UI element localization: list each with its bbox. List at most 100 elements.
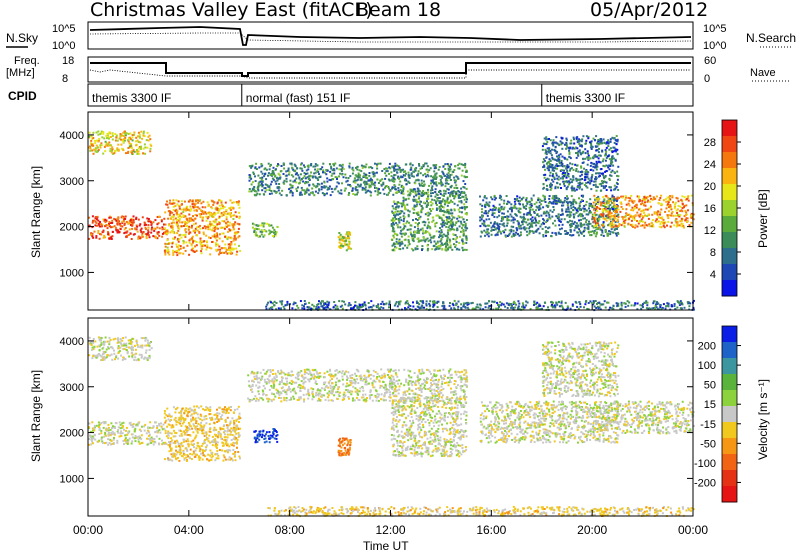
heatmap-cell (228, 213, 231, 216)
heatmap-cell (127, 132, 130, 135)
heatmap-cell (457, 190, 460, 192)
heatmap-cell (449, 179, 452, 181)
heatmap-cell (183, 215, 186, 218)
heatmap-cell (591, 173, 594, 176)
heatmap-cell (453, 299, 456, 302)
heatmap-cell (200, 209, 202, 212)
heatmap-cell (430, 210, 433, 212)
heatmap-cell (144, 146, 147, 149)
heatmap-cell (526, 301, 529, 304)
heatmap-cell (609, 230, 612, 233)
heatmap-cell (607, 214, 609, 217)
heatmap-cell (335, 185, 338, 188)
heatmap-cell (611, 157, 614, 159)
heatmap-cell (519, 200, 521, 202)
heatmap-cell (506, 202, 509, 205)
heatmap-cell (172, 231, 175, 234)
heatmap-cell (583, 226, 586, 229)
heatmap-cell (192, 240, 195, 243)
heatmap-cell (530, 204, 533, 207)
heatmap-cell (132, 150, 135, 153)
heatmap-cell (587, 213, 590, 216)
heatmap-cell (577, 234, 580, 237)
heatmap-cell (446, 236, 449, 239)
heatmap-cell (232, 239, 235, 242)
heatmap-cell (149, 147, 152, 150)
heatmap-cell (435, 209, 438, 211)
heatmap-cell (582, 217, 585, 220)
heatmap-cell (361, 167, 364, 169)
heatmap-cell (227, 230, 229, 233)
heatmap-cell (596, 201, 599, 204)
heatmap-cell (532, 230, 535, 233)
heatmap-cell (611, 136, 614, 139)
heatmap-cell (169, 211, 172, 213)
heatmap-cell (558, 164, 561, 167)
heatmap-cell (100, 142, 103, 145)
heatmap-cell (171, 230, 173, 233)
heatmap-cell (649, 194, 652, 197)
heatmap-cell (587, 181, 590, 184)
heatmap-cell (156, 231, 159, 234)
heatmap-cell (334, 162, 337, 165)
heatmap-cell (392, 249, 395, 252)
heatmap-cell (95, 151, 98, 153)
heatmap-cell (570, 201, 573, 204)
heatmap-cell (399, 216, 402, 219)
heatmap-cell (577, 215, 580, 218)
heatmap-cell (282, 173, 285, 175)
heatmap-cell (146, 217, 149, 220)
heatmap-cell (171, 202, 174, 205)
heatmap-cell (596, 222, 599, 225)
heatmap-cell (409, 168, 412, 171)
heatmap-cell (492, 204, 495, 207)
heatmap-cell (420, 209, 422, 212)
heatmap-cell (421, 182, 424, 185)
heatmap-cell (314, 190, 317, 193)
heatmap-cell (686, 217, 689, 220)
heatmap-cell (547, 227, 549, 230)
heatmap-cell (158, 227, 161, 230)
heatmap-cell (578, 143, 581, 145)
heatmap-cell (448, 217, 451, 220)
heatmap-cell (461, 191, 464, 194)
heatmap-cell (444, 234, 447, 237)
heatmap-cell (434, 174, 437, 177)
heatmap-cell (527, 200, 530, 203)
heatmap-cell (178, 221, 181, 224)
heatmap-cell (154, 235, 157, 238)
heatmap-cell (548, 147, 551, 150)
heatmap-cell (601, 201, 604, 204)
heatmap-cell (436, 240, 439, 243)
heatmap-cell (616, 220, 619, 222)
heatmap-cell (145, 228, 147, 231)
heatmap-cell (225, 218, 228, 221)
heatmap-cell (137, 237, 140, 240)
heatmap-cell (491, 198, 494, 201)
heatmap-cell (366, 177, 369, 180)
heatmap-cell (464, 212, 467, 215)
heatmap-cell (596, 231, 598, 234)
heatmap-cell (407, 302, 409, 305)
heatmap-cell (574, 163, 577, 166)
heatmap-cell (142, 132, 145, 135)
heatmap-cell (669, 204, 672, 206)
heatmap-cell (282, 181, 285, 184)
heatmap-cell (153, 227, 156, 230)
heatmap-cell (673, 207, 676, 210)
heatmap-cell (393, 304, 396, 307)
heatmap-cell (426, 173, 429, 176)
heatmap-cell (559, 199, 562, 202)
heatmap-cell (209, 223, 212, 226)
heatmap-cell (370, 191, 373, 194)
heatmap-cell (128, 222, 131, 225)
heatmap-cell (447, 174, 450, 177)
heatmap-cell (602, 200, 605, 203)
heatmap-cell (101, 225, 103, 228)
heatmap-cell (334, 307, 337, 310)
heatmap-cell (687, 199, 690, 202)
heatmap-cell (498, 197, 501, 199)
heatmap-cell (595, 233, 598, 236)
heatmap-cell (410, 172, 413, 175)
heatmap-cell (597, 143, 600, 146)
